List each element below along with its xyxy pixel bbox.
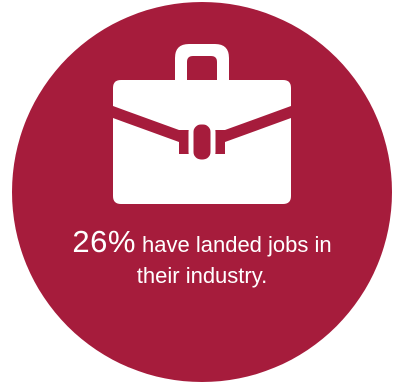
stat-line-1: have landed jobs in <box>135 232 332 257</box>
briefcase-icon <box>113 44 291 204</box>
stat-percentage: 26% <box>72 224 136 259</box>
stat-caption: 26% have landed jobs in their industry. <box>32 226 372 291</box>
stat-line-2: their industry. <box>136 263 268 288</box>
